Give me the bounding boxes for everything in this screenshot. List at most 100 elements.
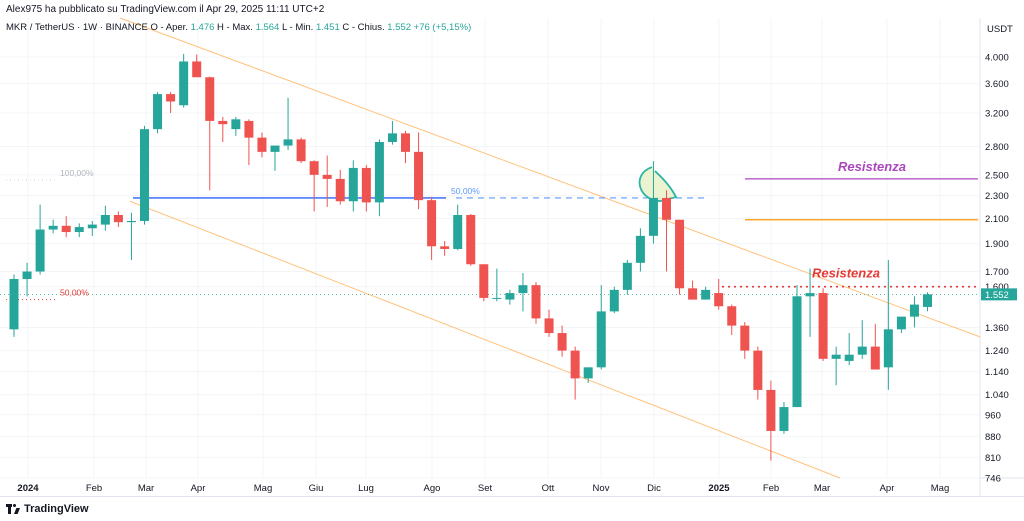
candle (701, 286, 711, 300)
candle (74, 223, 84, 238)
candle (466, 213, 476, 266)
candle-body (74, 227, 84, 233)
high-value: 1.564 (255, 22, 280, 33)
candle-body (35, 229, 45, 272)
candle (414, 132, 424, 210)
candle-body (492, 297, 502, 299)
candle (283, 97, 293, 151)
candle (896, 316, 906, 334)
candle-body (166, 94, 176, 102)
x-tick-label: Nov (593, 483, 610, 494)
low-value: 1.451 (315, 22, 340, 33)
candle-body (909, 304, 919, 317)
fib-100-label: 100,00% (60, 168, 94, 178)
price-chart[interactable]: 100,00% 50,00% 50,00% Resistenza Resiste… (0, 0, 1024, 496)
x-tick-label: Mar (814, 483, 830, 494)
candle-body (740, 325, 750, 351)
candle (387, 120, 397, 145)
fib-mid-label: 50,00% (451, 186, 480, 196)
candle-body (335, 178, 345, 202)
candle (348, 160, 358, 212)
candle-body (427, 200, 437, 247)
candle (792, 285, 802, 408)
tradingview-logo[interactable]: TradingView (6, 503, 89, 515)
candle-body (531, 285, 541, 319)
candle (192, 54, 202, 78)
candle (270, 145, 280, 171)
candle (909, 296, 919, 328)
candle (335, 169, 345, 205)
candle (505, 289, 515, 305)
x-tick-label: Mar (138, 483, 154, 494)
candle (374, 139, 384, 217)
y-tick-label: 1.360 (985, 323, 1009, 334)
candle (714, 279, 724, 310)
candle (518, 273, 528, 312)
candle (779, 402, 789, 434)
chart-annotations: 100,00% 50,00% 50,00% Resistenza Resiste… (60, 159, 906, 298)
candle-body (192, 61, 202, 78)
x-tick-label: 2025 (708, 483, 730, 494)
candle (570, 346, 580, 400)
candle-body (505, 293, 515, 300)
time-axis[interactable]: 2024 Feb Mar Apr Mag Giu Lug Ago Set Ott Nov Dic 202… (17, 483, 949, 494)
candle (231, 116, 241, 136)
candle-body (179, 61, 189, 106)
candle-body (453, 214, 463, 249)
candle-body (283, 139, 293, 146)
candle-body (9, 279, 19, 330)
open-value: 1.476 (190, 22, 215, 33)
candle-body (387, 133, 397, 143)
candle (140, 125, 149, 225)
close-value: 1.552 (387, 22, 412, 33)
candle-body (792, 296, 802, 408)
y-tick-label: 1.240 (985, 346, 1009, 357)
candle-body (22, 271, 32, 280)
price-axis[interactable]: 4.000 3.600 3.200 2.800 2.500 2.300 2.100 1.900… (985, 53, 1009, 485)
y-tick-label: 960 (985, 410, 1001, 421)
candle-body (126, 220, 136, 223)
candle-body (87, 224, 97, 229)
candle (492, 268, 502, 302)
candle-body (635, 235, 645, 263)
symbol-name: MKR / TetherUS · 1W · BINANCE (6, 22, 148, 33)
tradingview-icon (6, 504, 20, 514)
candle-body (857, 346, 867, 355)
candle-body (609, 289, 619, 312)
candle-body (570, 350, 580, 379)
channel-upper-line (119, 17, 981, 338)
candle (309, 160, 319, 212)
current-price-tag: 1.552 (981, 288, 1017, 301)
current-price-label: 1.552 (985, 290, 1009, 301)
candle (361, 165, 371, 212)
x-tick-label: Mag (931, 483, 949, 494)
candle (675, 219, 685, 295)
fib-50-label: 50,00% (60, 288, 89, 298)
candle-body (648, 197, 658, 236)
candle-body (140, 129, 149, 221)
channel-lower-line (129, 200, 841, 479)
candle-body (113, 214, 123, 223)
candle-body (257, 137, 267, 152)
y-tick-label: 3.600 (985, 79, 1009, 90)
price-levels (0, 178, 980, 301)
candle (544, 309, 554, 337)
candle (61, 216, 71, 238)
candle (753, 346, 763, 400)
candle-body (296, 139, 306, 162)
candle-body (688, 288, 698, 300)
candle (296, 137, 306, 164)
candle-body (61, 225, 71, 233)
candle-body (596, 311, 606, 368)
x-tick-label: Ago (424, 483, 441, 494)
candle-body (348, 167, 358, 202)
low-label: L - Min. (281, 22, 314, 33)
open-label: O - Aper. (150, 22, 188, 33)
change-value: +76 (+5,15%) (413, 22, 472, 33)
candle-body (466, 214, 476, 265)
footer-bar: TradingView (0, 496, 1024, 521)
candle-body (844, 354, 854, 361)
candle-body (374, 142, 384, 203)
candle (609, 286, 619, 314)
x-tick-label: Apr (191, 483, 206, 494)
